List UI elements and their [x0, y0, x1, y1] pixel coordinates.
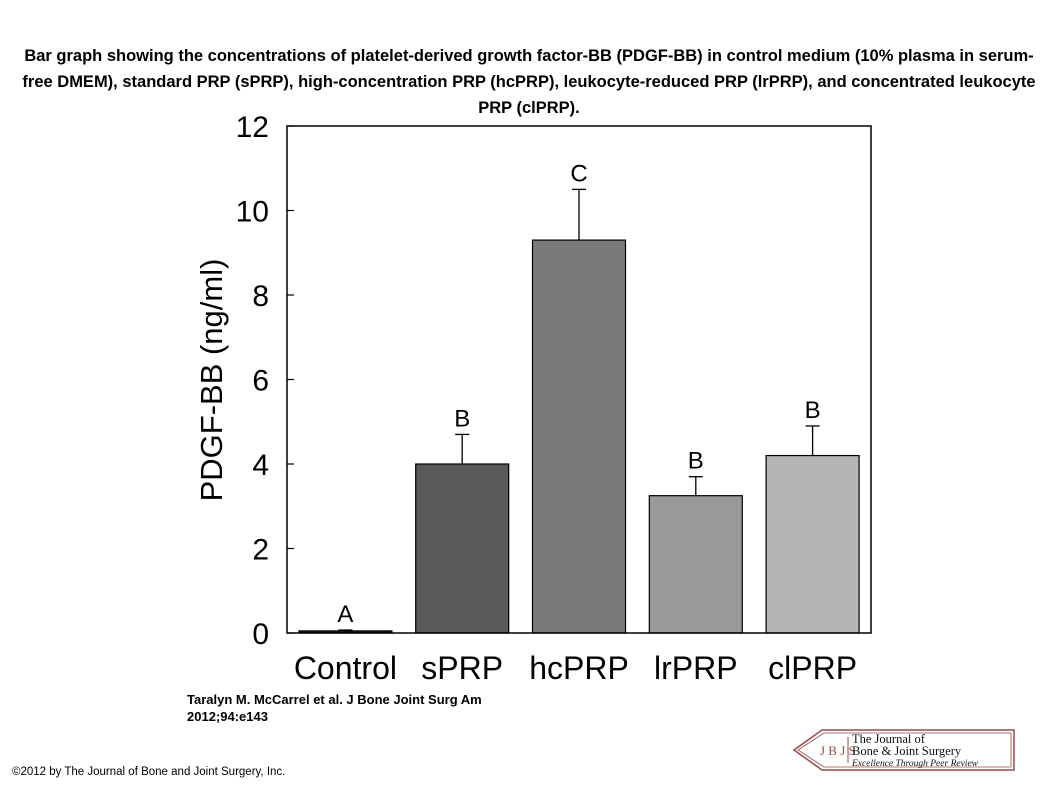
y-axis-label: PDGF-BB (ng/ml)	[194, 259, 229, 502]
bar-clPRP	[765, 454, 860, 634]
copyright-notice: ©2012 by The Journal of Bone and Joint S…	[12, 766, 286, 778]
citation-line-2: 2012;94:e143	[187, 709, 268, 724]
logo-line-1: The Journal of	[852, 732, 926, 746]
logo-line-2: Bone & Joint Surgery	[852, 744, 962, 758]
journal-logo: J B J S The Journal of Bone & Joint Surg…	[792, 729, 1015, 771]
x-tick-label-hcPRP: hcPRP	[529, 650, 629, 686]
y-tick-label: 2	[252, 534, 269, 567]
significance-letter-clPRP: B	[805, 397, 821, 424]
y-tick-label: 6	[252, 365, 269, 398]
logo-monogram: J B J S	[820, 743, 856, 758]
y-tick-label: 0	[252, 618, 269, 651]
x-tick-label-sPRP: sPRP	[421, 650, 503, 686]
y-tick-label: 4	[252, 449, 269, 482]
significance-letter-lrPRP: B	[688, 448, 704, 475]
bar-sPRP	[415, 463, 510, 634]
logo-frame	[792, 729, 1015, 771]
significance-letter-Control: A	[337, 601, 353, 628]
bar-lrPRP	[648, 495, 743, 634]
x-tick-label-Control: Control	[294, 650, 397, 686]
y-tick-label: 12	[236, 111, 269, 144]
y-tick-label: 10	[236, 196, 269, 229]
citation-line-1: Taralyn M. McCarrel et al. J Bone Joint …	[187, 692, 482, 707]
y-tick-label: 8	[252, 280, 269, 313]
significance-letter-sPRP: B	[454, 405, 470, 432]
x-tick-label-clPRP: clPRP	[768, 650, 857, 686]
bar-hcPRP	[531, 239, 627, 634]
chart-title: Bar graph showing the concentrations of …	[22, 47, 1036, 117]
citation: Taralyn M. McCarrel et al. J Bone Joint …	[187, 691, 482, 725]
logo-frame-inner	[797, 732, 1012, 768]
significance-letter-hcPRP: C	[570, 160, 587, 187]
x-tick-label-lrPRP: lrPRP	[654, 650, 738, 686]
logo-tagline: Excellence Through Peer Review	[851, 759, 979, 769]
